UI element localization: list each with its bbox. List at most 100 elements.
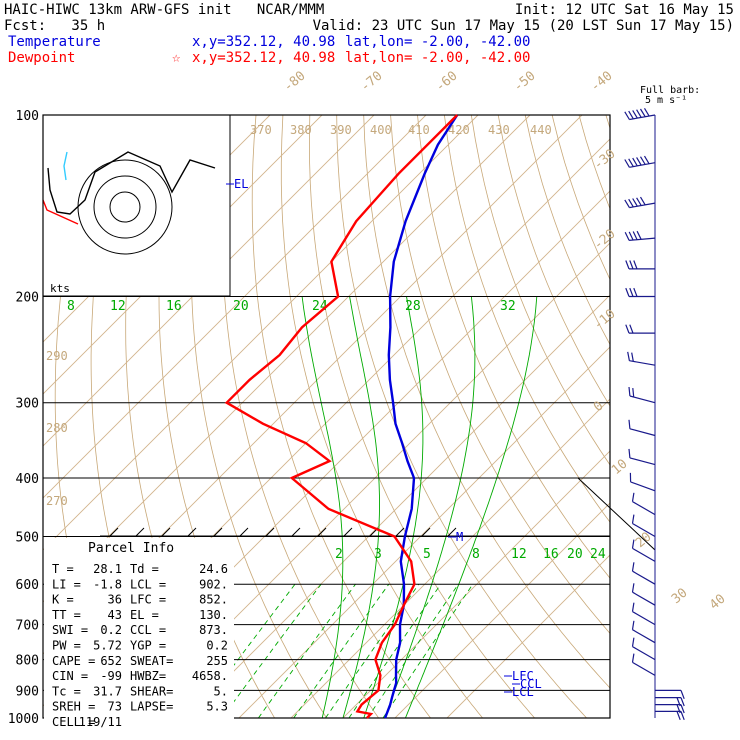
parcel-info-value: 5.72 <box>93 639 122 653</box>
mixing-ratio-label: 16 <box>543 547 559 562</box>
parcel-info-value: -1.8 <box>93 577 122 591</box>
dry-adiabat <box>308 115 535 718</box>
wind-barb <box>625 260 655 270</box>
wind-barb <box>628 448 656 466</box>
hatch-mark <box>135 527 145 537</box>
wind-barb <box>655 689 685 700</box>
hatch-mark <box>161 527 171 537</box>
parcel-info-key: TT = <box>52 608 81 622</box>
parcel-info-value: 130. <box>199 608 228 622</box>
isotherm-label: 0 <box>591 399 607 416</box>
parcel-info-key: EL = <box>130 608 159 622</box>
hatch-mark <box>187 527 197 537</box>
theta-label: 420 <box>448 123 470 137</box>
pressure-label: 500 <box>16 530 39 545</box>
wind-barb <box>628 419 656 437</box>
mixing-ratio-label: 20 <box>233 299 249 314</box>
isotherm <box>134 242 610 718</box>
parcel-info-value: 43 <box>108 608 122 622</box>
dry-adiabat <box>551 115 610 281</box>
barb-legend-line2: 5 m s⁻¹ <box>645 95 688 106</box>
isotherm-label: 30 <box>669 586 691 608</box>
hodograph-ring <box>109 191 141 223</box>
parcel-info-key: LCL = <box>130 577 166 591</box>
isotherm <box>394 502 610 718</box>
isotherm <box>186 294 610 718</box>
isotherm <box>290 398 610 718</box>
parcel-info-key: CELL = <box>52 715 95 729</box>
mixing-ratio-label: 3 <box>374 547 382 562</box>
mixing-ratio-label: 28 <box>405 299 421 314</box>
pressure-label: 100 <box>16 109 39 124</box>
level-marker-label: LCL <box>512 685 534 699</box>
parcel-info-box <box>44 538 234 720</box>
parcel-info-value: 119/11 <box>79 715 122 729</box>
mixing-ratio-label: 16 <box>166 299 182 314</box>
parcel-info-value: 255 <box>206 654 228 668</box>
mixing-ratio-label: 8 <box>472 547 480 562</box>
parcel-info-value: 0.2 <box>100 623 122 637</box>
wind-barb <box>631 602 656 626</box>
hatch-mark <box>213 527 223 537</box>
hodograph-ring <box>93 175 157 239</box>
theta-label: 440 <box>530 123 552 137</box>
hodograph-trace <box>47 151 216 215</box>
dry-adiabat <box>660 115 740 718</box>
wind-barb <box>631 492 656 516</box>
plot-frame <box>42 114 611 719</box>
hatch-mark <box>447 527 457 537</box>
temperature-profile <box>383 114 459 719</box>
wind-barb <box>624 230 656 241</box>
pressure-label: 1000 <box>8 712 39 727</box>
parcel-info-key: T = <box>52 562 74 576</box>
isotherm-label: -80 <box>281 68 309 95</box>
dry-adiabat <box>687 115 740 718</box>
isotherm <box>43 115 427 499</box>
dry-adiabat <box>497 115 610 407</box>
dry-adiabat <box>633 115 740 718</box>
isotherm-label: -20 <box>591 226 619 253</box>
parcel-info-key: CCL = <box>130 623 166 637</box>
pressure-label: 400 <box>16 472 39 487</box>
parcel-info-key: LI = <box>52 577 81 591</box>
theta-label: 400 <box>370 123 392 137</box>
pressure-label: 700 <box>16 619 39 634</box>
hatch-mark <box>291 527 301 537</box>
dry-adiabat <box>470 115 610 466</box>
parcel-info-key: LFC = <box>130 593 166 607</box>
parcel-info-value: 73 <box>108 700 122 714</box>
mixing-ratio-line <box>325 583 420 718</box>
wind-barb <box>624 155 656 168</box>
theta-label: 290 <box>46 349 68 363</box>
dry-adiabat <box>417 115 610 579</box>
pressure-label: 800 <box>16 654 39 669</box>
parcel-info-key: SHEAR= <box>130 684 173 698</box>
parcel-info-key: HWBZ= <box>130 669 166 683</box>
pressure-label: 600 <box>16 578 39 593</box>
level-marker-label: CCL <box>520 677 542 691</box>
isotherm-label: 40 <box>707 592 729 614</box>
mixing-ratio-line <box>382 583 474 718</box>
dry-adiabat <box>221 115 379 718</box>
parcel-info-key: Td = <box>130 562 159 576</box>
wind-barb <box>624 107 656 121</box>
mixing-ratio-label: 8 <box>67 299 75 314</box>
isotherm <box>43 115 375 447</box>
mixing-ratio-label: 12 <box>511 547 527 562</box>
parcel-info-key: SWEAT= <box>130 654 173 668</box>
isotherm-label: 10 <box>609 457 631 479</box>
parcel-info-key: CIN = <box>52 669 88 683</box>
valid-time: Valid: 23 UTC Sun 17 May 15 (20 LST Sun … <box>312 18 734 34</box>
wind-barb <box>629 472 656 492</box>
wind-barb <box>631 539 656 562</box>
hatch-mark <box>265 527 275 537</box>
parcel-info-value: 4658. <box>192 669 228 683</box>
isotherm-label: -70 <box>358 68 386 95</box>
parcel-info-title: Parcel Info <box>88 541 174 556</box>
isotherm-label: -40 <box>588 68 616 95</box>
pressure-label: 900 <box>16 684 39 699</box>
wind-barb <box>631 583 656 606</box>
wind-barb <box>625 287 655 298</box>
hatch-mark <box>317 527 327 537</box>
mixing-ratio-label: 12 <box>110 299 126 314</box>
